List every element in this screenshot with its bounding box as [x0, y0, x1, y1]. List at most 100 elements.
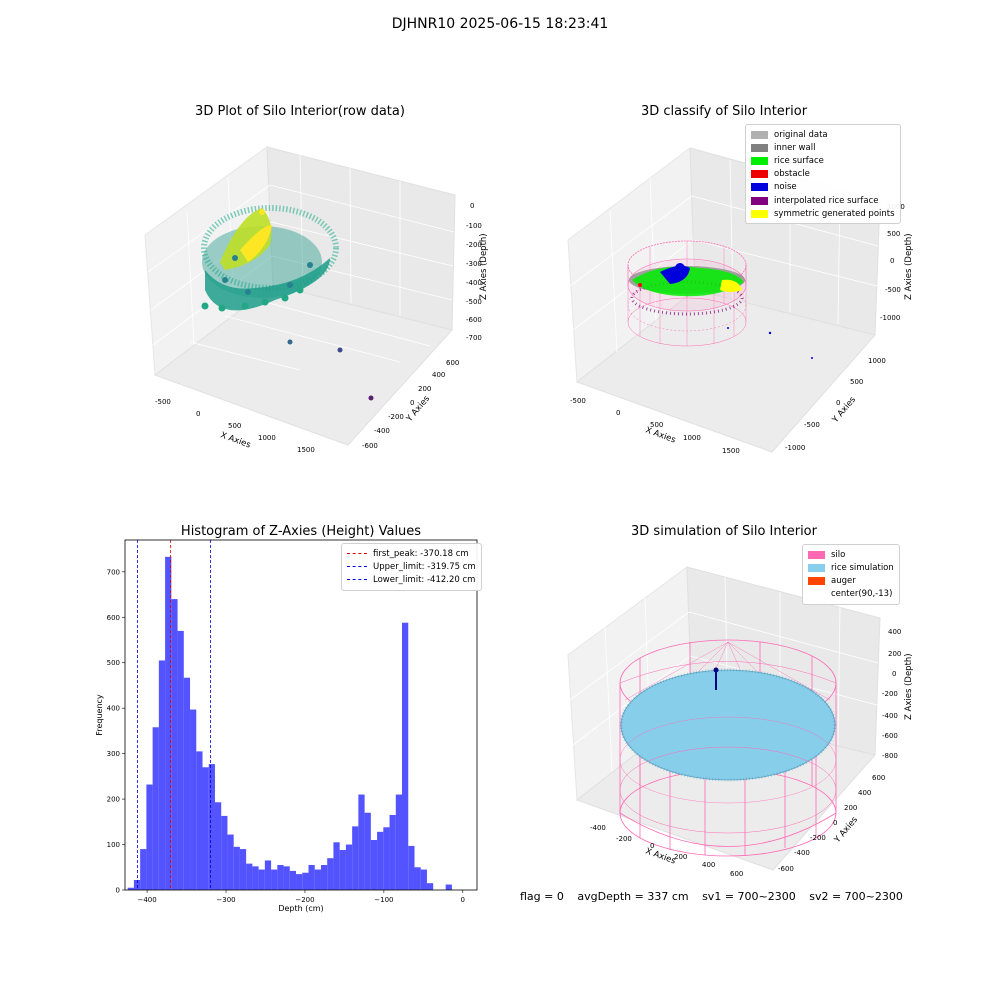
histogram-x-tick-label: −300: [216, 896, 235, 904]
simulation-z-tick: -800: [882, 752, 898, 760]
legend-swatch: [808, 563, 825, 572]
legend-entry: center(90,-13): [808, 588, 894, 601]
classify-x-tick: 1500: [722, 447, 740, 455]
histogram-bar: [320, 865, 328, 890]
raw-x-tick: 0: [196, 410, 200, 418]
histogram-bar: [196, 751, 203, 890]
legend-swatch: [751, 170, 768, 179]
legend-entry: rice simulation: [808, 561, 894, 574]
raw-y-tick: 400: [432, 371, 445, 379]
histogram-bar: [370, 840, 378, 890]
raw-z-tick: -200: [466, 241, 482, 249]
legend-entry: interpolated rice surface: [751, 194, 895, 207]
histogram-bar: [445, 884, 452, 890]
legend-entry: Upper_limit: -319.75 cm: [347, 560, 476, 573]
raw-y-tick: -200: [388, 413, 404, 421]
legend-swatch: [751, 130, 768, 139]
simulation-x-tick: 600: [730, 870, 743, 878]
legend-swatch: [808, 590, 825, 599]
histogram-bar: [271, 869, 278, 890]
classify-z-tick: 500: [887, 230, 900, 238]
legend-entry: noise: [751, 181, 895, 194]
simulation-x-tick: 200: [674, 853, 687, 861]
raw-x-tick: 1000: [258, 434, 276, 442]
simulation-legend: silo rice simulation auger center(90,-13…: [802, 544, 900, 605]
histogram-bar: [190, 709, 197, 890]
histogram-bar: [383, 827, 390, 890]
simulation-y-tick: 400: [858, 789, 871, 797]
simulation-y-tick: 0: [833, 819, 837, 827]
histogram-bar: [333, 842, 340, 890]
simulation-z-tick: -400: [882, 712, 898, 720]
legend-swatch: [751, 183, 768, 192]
legend-entry: obstacle: [751, 168, 895, 181]
histogram-y-tick-label: 300: [107, 750, 120, 758]
simulation-y-tick: -400: [794, 849, 810, 857]
histogram-x-tick-label: 0: [461, 896, 465, 904]
raw-z-tick: -400: [466, 279, 482, 287]
classify-y-tick: 500: [850, 378, 863, 386]
legend-swatch: [808, 576, 825, 585]
histogram-bar: [345, 844, 353, 890]
histogram-x-tick-label: −400: [137, 896, 156, 904]
histogram-bar: [171, 599, 178, 890]
histogram-bar: [289, 870, 297, 890]
histogram-frame: [124, 539, 478, 891]
histogram-x-tick-label: −100: [374, 896, 393, 904]
sv2-text: sv2 = 700~2300: [809, 890, 903, 903]
histogram-vlines: [137, 540, 211, 890]
histogram-bar: [258, 869, 265, 890]
histogram-bar: [402, 622, 409, 890]
histogram-bar: [426, 883, 434, 890]
legend-swatch: [751, 196, 768, 205]
histogram-bar: [377, 831, 384, 890]
histogram-bar: [277, 865, 284, 890]
raw-z-axis-label: Z Axies (Depth): [479, 233, 489, 300]
histogram-bar: [183, 677, 191, 890]
raw-plot-grid: [147, 154, 455, 371]
histogram-bar: [233, 846, 240, 890]
histogram-bar: [227, 834, 234, 890]
histogram-bar: [352, 826, 359, 890]
histogram-bar: [239, 849, 247, 890]
histogram-bar: [158, 660, 166, 890]
simulation-z-tick: -200: [882, 690, 898, 698]
auger: [713, 667, 719, 690]
simulation-y-tick: -600: [778, 865, 794, 873]
legend-entry: silo: [808, 548, 894, 561]
classify-legend: original data inner wall rice surface ob…: [745, 124, 901, 225]
legend-entry: Lower_limit: -412.20 cm: [347, 573, 476, 586]
simulation-y-tick: 600: [872, 774, 885, 782]
simulation-x-tick: -200: [616, 835, 632, 843]
histogram-bar: [395, 794, 403, 890]
simulation-y-tick: 200: [844, 804, 857, 812]
histogram-x-axis-label: Depth (cm): [278, 904, 323, 913]
classify-x-tick: -500: [570, 397, 586, 405]
histogram-bar: [127, 887, 134, 890]
simulation-z-tick: 200: [888, 650, 901, 658]
histogram-x-tick-label: −200: [295, 896, 314, 904]
raw-z-tick: -700: [466, 334, 482, 342]
simulation-plot-title: 3D simulation of Silo Interior: [631, 524, 817, 539]
raw-x-tick: 1500: [297, 446, 315, 454]
histogram-bar: [414, 867, 421, 890]
raw-z-tick: -600: [466, 316, 482, 324]
classify-y-tick: -500: [804, 421, 820, 429]
legend-entry: original data: [751, 128, 895, 141]
histogram-legend: first_peak: -370.18 cm Upper_limit: -319…: [341, 543, 482, 591]
simulation-x-tick: 400: [702, 861, 715, 869]
histogram-bar: [208, 764, 215, 890]
classify-z-tick: 0: [890, 257, 894, 265]
legend-line: [347, 579, 367, 581]
classify-x-tick: 0: [616, 409, 620, 417]
simulation-x-tick: 0: [650, 842, 654, 850]
raw-y-tick: 0: [410, 399, 414, 407]
simulation-z-tick: 0: [892, 670, 896, 678]
sv1-text: sv1 = 700~2300: [702, 890, 796, 903]
histogram-y-tick-label: 0: [116, 887, 120, 895]
classify-y-tick: 1000: [868, 357, 886, 365]
raw-z-tick: -300: [466, 260, 482, 268]
histogram-bar: [246, 863, 253, 890]
histogram-title: Histogram of Z-Axies (Height) Values: [180, 524, 422, 539]
